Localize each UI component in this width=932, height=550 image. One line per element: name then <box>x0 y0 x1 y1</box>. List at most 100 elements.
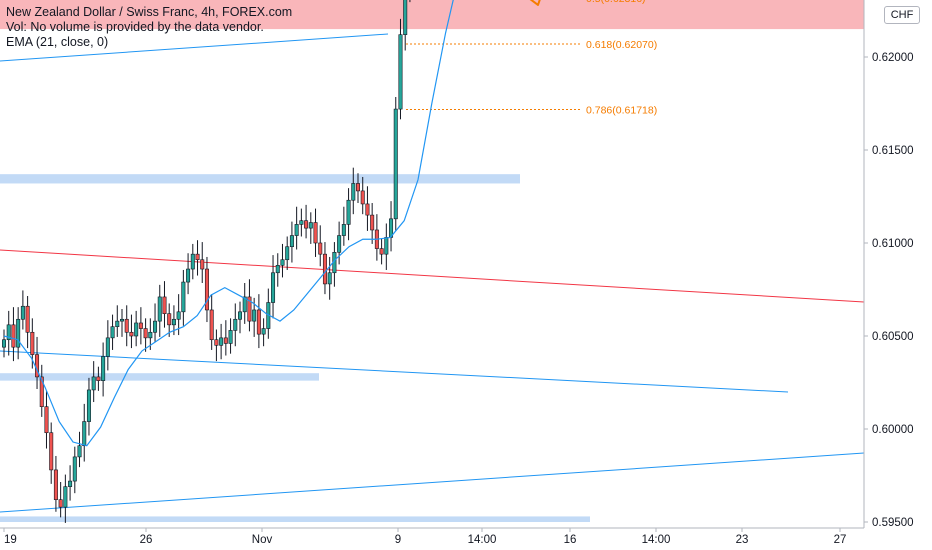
candle[interactable] <box>313 208 318 257</box>
candle[interactable] <box>379 238 384 265</box>
candle[interactable] <box>129 314 134 349</box>
candle[interactable] <box>299 208 304 237</box>
time-tick-label: 19 <box>4 534 17 546</box>
candle[interactable] <box>327 256 332 300</box>
candle[interactable] <box>11 307 16 362</box>
candle[interactable] <box>82 403 87 462</box>
candle[interactable] <box>153 303 158 343</box>
candle[interactable] <box>49 422 54 484</box>
price-axis[interactable]: 0.645000.640000.635000.630000.625000.620… <box>864 0 914 529</box>
candle[interactable] <box>63 474 68 523</box>
candle[interactable] <box>39 364 44 417</box>
trend-line-1[interactable] <box>0 249 865 303</box>
time-tick-label: 14:00 <box>468 534 497 546</box>
candle[interactable] <box>355 173 360 204</box>
candle-body-up <box>148 331 153 339</box>
candle[interactable] <box>96 366 101 391</box>
candle[interactable] <box>115 305 120 337</box>
candle[interactable] <box>318 225 323 267</box>
currency-button[interactable]: CHF <box>884 6 920 24</box>
candle[interactable] <box>181 269 186 326</box>
trend-line-0[interactable] <box>0 33 389 62</box>
candle[interactable] <box>200 242 205 283</box>
candle[interactable] <box>280 243 285 278</box>
symbol-title[interactable]: New Zealand Dollar / Swiss Franc, 4h, FO… <box>6 5 293 19</box>
support-zone-4[interactable] <box>0 373 319 381</box>
candle[interactable] <box>105 320 110 371</box>
candle[interactable] <box>204 256 209 323</box>
candle[interactable] <box>190 243 195 280</box>
candle[interactable] <box>261 318 266 347</box>
candle[interactable] <box>360 176 365 215</box>
support-zone-3[interactable] <box>0 174 520 184</box>
candle[interactable] <box>271 255 276 319</box>
candle[interactable] <box>157 284 162 337</box>
candle[interactable] <box>124 305 129 347</box>
candle[interactable] <box>20 290 25 330</box>
time-axis[interactable]: 19 26 Nov 9 14:00 16 14:00 23 27 <box>3 528 846 546</box>
candle[interactable] <box>398 18 403 120</box>
candle[interactable] <box>53 455 58 512</box>
trend-line-2[interactable] <box>0 350 789 393</box>
candle[interactable] <box>162 281 167 328</box>
candle[interactable] <box>308 212 313 244</box>
candle[interactable] <box>167 303 172 337</box>
candle[interactable] <box>275 253 280 287</box>
candle-body-down <box>11 324 16 348</box>
support-zone-5[interactable] <box>0 516 590 522</box>
candle[interactable] <box>285 236 290 270</box>
candle-body-down <box>124 318 129 333</box>
candle[interactable] <box>256 294 261 349</box>
candle[interactable] <box>44 390 49 449</box>
candle[interactable] <box>365 186 370 231</box>
candle[interactable] <box>219 323 224 360</box>
candle[interactable] <box>228 318 233 354</box>
candle[interactable] <box>370 203 375 244</box>
ema-indicator-label[interactable]: EMA (21, close, 0) <box>6 35 109 49</box>
candle[interactable] <box>337 221 342 265</box>
candle[interactable] <box>214 329 219 362</box>
trend-line-3[interactable] <box>0 452 865 513</box>
ema-line[interactable] <box>3 0 473 447</box>
candle[interactable] <box>101 342 106 397</box>
candle[interactable] <box>294 206 299 250</box>
candle[interactable] <box>322 242 327 295</box>
candle[interactable] <box>393 96 398 231</box>
candle[interactable] <box>25 296 30 349</box>
candle[interactable] <box>186 253 191 295</box>
candle-body-up <box>77 445 82 458</box>
candle[interactable] <box>72 446 77 494</box>
candle[interactable] <box>346 188 351 241</box>
candle[interactable] <box>304 204 309 239</box>
candle-body-up <box>105 337 110 357</box>
candle[interactable] <box>1 329 7 358</box>
candle[interactable] <box>209 294 214 350</box>
candle[interactable] <box>138 307 143 345</box>
candle[interactable] <box>16 307 21 360</box>
candle[interactable] <box>247 279 252 332</box>
candle-body-down <box>379 248 384 255</box>
candle[interactable] <box>86 377 91 436</box>
candle[interactable] <box>58 482 63 518</box>
candle[interactable] <box>77 431 82 468</box>
candle[interactable] <box>238 301 243 334</box>
candle[interactable] <box>242 282 247 324</box>
candle[interactable] <box>134 310 139 347</box>
candle[interactable] <box>341 206 346 246</box>
candle[interactable] <box>233 303 238 347</box>
candle[interactable] <box>6 310 11 356</box>
volume-note: Vol: No volume is provided by the data v… <box>6 20 264 34</box>
candle[interactable] <box>289 221 294 263</box>
candle[interactable] <box>110 314 115 350</box>
candle[interactable] <box>68 465 73 501</box>
candle[interactable] <box>195 240 200 276</box>
candle[interactable] <box>403 0 408 51</box>
resistance-zone-0[interactable] <box>0 0 864 30</box>
candle-body-up <box>252 309 257 322</box>
candle[interactable] <box>120 309 125 337</box>
candle[interactable] <box>143 318 148 352</box>
candle[interactable] <box>351 167 356 215</box>
candle[interactable] <box>91 361 96 403</box>
candle[interactable] <box>223 320 228 356</box>
